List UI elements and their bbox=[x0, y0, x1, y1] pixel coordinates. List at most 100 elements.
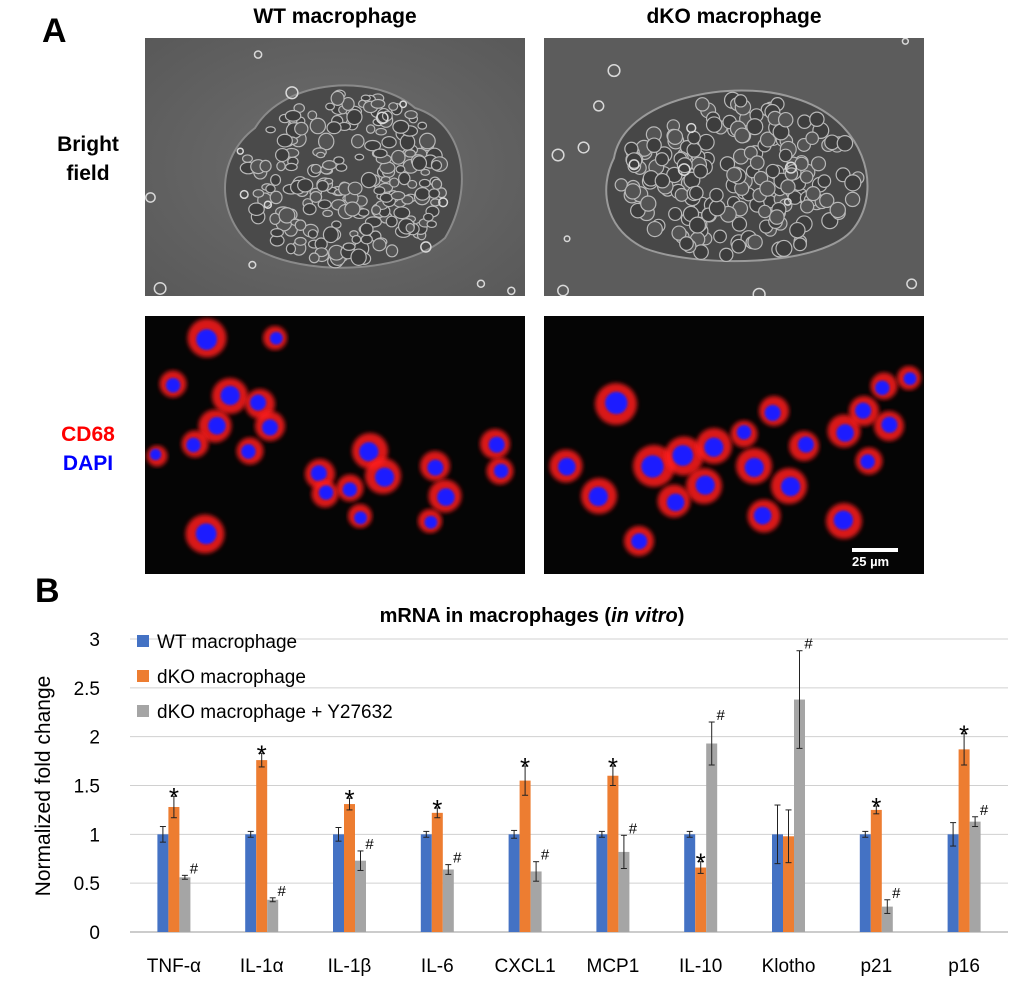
y-tick-label: 1.5 bbox=[74, 777, 100, 798]
cell bbox=[844, 174, 862, 192]
dapi-nucleus bbox=[875, 380, 890, 396]
cell bbox=[351, 234, 362, 245]
debris bbox=[593, 100, 605, 112]
cell bbox=[317, 132, 335, 151]
cell bbox=[310, 163, 322, 174]
cell bbox=[360, 171, 377, 189]
cell bbox=[836, 135, 854, 152]
x-tick-label: CXCL1 bbox=[494, 956, 555, 977]
cell bbox=[398, 171, 411, 186]
cell bbox=[392, 119, 410, 134]
cell bbox=[307, 229, 318, 239]
cell bbox=[373, 186, 386, 196]
panel-b-label: B bbox=[35, 572, 60, 610]
cell bbox=[654, 172, 671, 189]
cell bbox=[395, 165, 406, 174]
dapi-nucleus bbox=[781, 476, 801, 497]
dapi-nucleus bbox=[220, 385, 240, 406]
cell bbox=[294, 219, 307, 232]
dapi-nucleus bbox=[753, 506, 772, 525]
significance-star: * bbox=[871, 792, 881, 822]
dapi-nucleus bbox=[427, 459, 444, 476]
cell bbox=[278, 207, 296, 224]
cell bbox=[411, 155, 428, 172]
bar bbox=[596, 834, 608, 932]
legend-swatch bbox=[137, 670, 149, 682]
x-tick-label: TNF-α bbox=[147, 956, 201, 977]
cell bbox=[393, 206, 411, 220]
chart-bars: * # * # * # * # * # * # * # # * # * # bbox=[157, 636, 989, 932]
cell bbox=[624, 183, 642, 200]
dapi-nucleus bbox=[833, 510, 853, 530]
dapi-nucleus bbox=[165, 378, 181, 393]
cell bbox=[342, 242, 356, 251]
cell bbox=[335, 162, 348, 172]
cell bbox=[350, 248, 367, 266]
dapi-nucleus bbox=[797, 436, 814, 453]
bar bbox=[168, 806, 180, 932]
cell bbox=[316, 179, 329, 192]
significance-hash: # bbox=[278, 883, 287, 900]
cell bbox=[431, 178, 443, 190]
x-tick-label: Klotho bbox=[762, 956, 816, 977]
significance-star: * bbox=[959, 720, 969, 750]
cell bbox=[385, 215, 398, 228]
debris bbox=[285, 86, 299, 100]
bar bbox=[420, 834, 432, 932]
dapi-nucleus bbox=[186, 437, 201, 453]
bar bbox=[695, 867, 707, 932]
cell bbox=[284, 162, 298, 172]
cell bbox=[417, 121, 428, 130]
cell bbox=[371, 204, 382, 216]
bar bbox=[508, 834, 520, 932]
debris bbox=[677, 163, 691, 177]
cell bbox=[326, 121, 342, 135]
significance-hash: # bbox=[804, 636, 813, 653]
debris bbox=[145, 192, 156, 203]
dapi-nucleus bbox=[605, 391, 628, 415]
cell bbox=[414, 187, 431, 201]
cell bbox=[372, 238, 387, 252]
fluorescence-image-dko bbox=[544, 316, 924, 574]
cell bbox=[430, 159, 443, 171]
cell bbox=[269, 190, 283, 205]
dapi-nucleus bbox=[149, 448, 162, 461]
chart-title: mRNA in macrophages (in vitro) bbox=[380, 605, 685, 627]
significance-star: * bbox=[344, 784, 354, 814]
cell bbox=[351, 133, 365, 149]
cell bbox=[676, 157, 693, 174]
significance-star: * bbox=[169, 782, 179, 812]
bar bbox=[431, 812, 443, 932]
cell bbox=[759, 180, 776, 197]
x-axis-ticks: TNF-α IL-1α IL-1β IL-6 CXCL1 MCP1 IL-10 Klotho p… bbox=[147, 956, 980, 977]
cell bbox=[309, 117, 327, 135]
bar bbox=[969, 821, 981, 932]
y-tick-label: 0 bbox=[89, 923, 100, 944]
cell bbox=[252, 189, 265, 198]
cell bbox=[705, 116, 723, 133]
bar bbox=[355, 860, 366, 932]
significance-star: * bbox=[520, 752, 530, 782]
significance-hash: # bbox=[541, 847, 550, 864]
fluorescence-cells-wt bbox=[146, 318, 514, 554]
bar bbox=[179, 877, 191, 932]
dapi-nucleus bbox=[494, 463, 509, 479]
chart-title-part: in vitro bbox=[611, 605, 678, 627]
dapi-nucleus bbox=[860, 454, 875, 469]
dapi-nucleus bbox=[736, 425, 752, 440]
cell bbox=[799, 170, 814, 184]
cell bbox=[379, 192, 394, 203]
chart-legend: WT macrophage dKO macrophage dKO macrophag… bbox=[137, 632, 393, 723]
debris bbox=[476, 279, 486, 288]
dapi-nucleus bbox=[488, 436, 505, 453]
cell bbox=[354, 153, 365, 161]
cell bbox=[809, 111, 825, 127]
dapi-nucleus bbox=[744, 457, 764, 478]
cell bbox=[274, 147, 290, 163]
cell bbox=[778, 148, 793, 163]
cell bbox=[284, 109, 302, 122]
debris bbox=[563, 235, 571, 243]
cell bbox=[418, 132, 436, 150]
cell bbox=[747, 234, 763, 250]
bar bbox=[859, 834, 871, 932]
